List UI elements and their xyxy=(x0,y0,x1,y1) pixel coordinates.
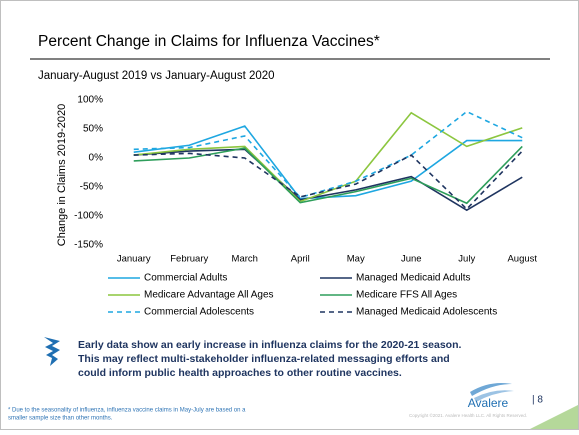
series-line xyxy=(133,148,523,212)
copyright: Copyright ©2021. Avalere Health LLC. All… xyxy=(409,412,527,418)
slide-title: Percent Change in Claims for Influenza V… xyxy=(38,33,380,50)
footnote-line: * Due to the seasonality of influenza, i… xyxy=(8,408,246,414)
legend-label: Managed Medicaid Adults xyxy=(356,273,471,284)
y-tick-label: 50% xyxy=(83,124,103,135)
callout-line: Early data show an early increase in inf… xyxy=(78,339,461,351)
legend-label: Managed Medicaid Adolescents xyxy=(356,307,497,318)
x-tick-label: February xyxy=(170,254,208,265)
subtitle: January-August 2019 vs January-August 20… xyxy=(38,70,275,82)
legend-label: Commercial Adolescents xyxy=(144,307,254,318)
logo: Avalere xyxy=(468,396,509,410)
footnote-line: smaller sample size than other months. xyxy=(8,416,113,422)
series-line xyxy=(133,150,523,211)
y-tick-label: -150% xyxy=(74,240,103,251)
page-number: | 8 xyxy=(532,395,543,406)
callout-line: This may reflect multi-stakeholder influ… xyxy=(78,353,450,365)
legend-label: Medicare FFS All Ages xyxy=(356,290,457,301)
x-tick-label: April xyxy=(291,254,310,265)
legend-label: Commercial Adults xyxy=(144,273,227,284)
callout-icon xyxy=(44,337,60,366)
y-tick-label: -50% xyxy=(80,182,103,193)
x-tick-label: June xyxy=(401,254,422,265)
y-tick-label: 100% xyxy=(77,95,103,106)
logo-mark xyxy=(470,383,514,402)
y-tick-label: 0% xyxy=(89,153,104,164)
x-tick-label: March xyxy=(232,254,258,265)
series-line xyxy=(133,110,523,199)
x-tick-label: July xyxy=(458,254,475,265)
x-tick-label: May xyxy=(347,254,365,265)
y-axis-title: Change in Claims 2019-2020 xyxy=(56,104,68,246)
legend-label: Medicare Advantage All Ages xyxy=(144,290,274,301)
series-line xyxy=(133,111,523,203)
y-tick-label: -100% xyxy=(74,211,103,222)
x-tick-label: January xyxy=(117,254,151,265)
x-tick-label: August xyxy=(507,254,537,265)
callout-line: could inform public health approaches to… xyxy=(78,367,402,379)
corner-accent xyxy=(530,405,578,429)
